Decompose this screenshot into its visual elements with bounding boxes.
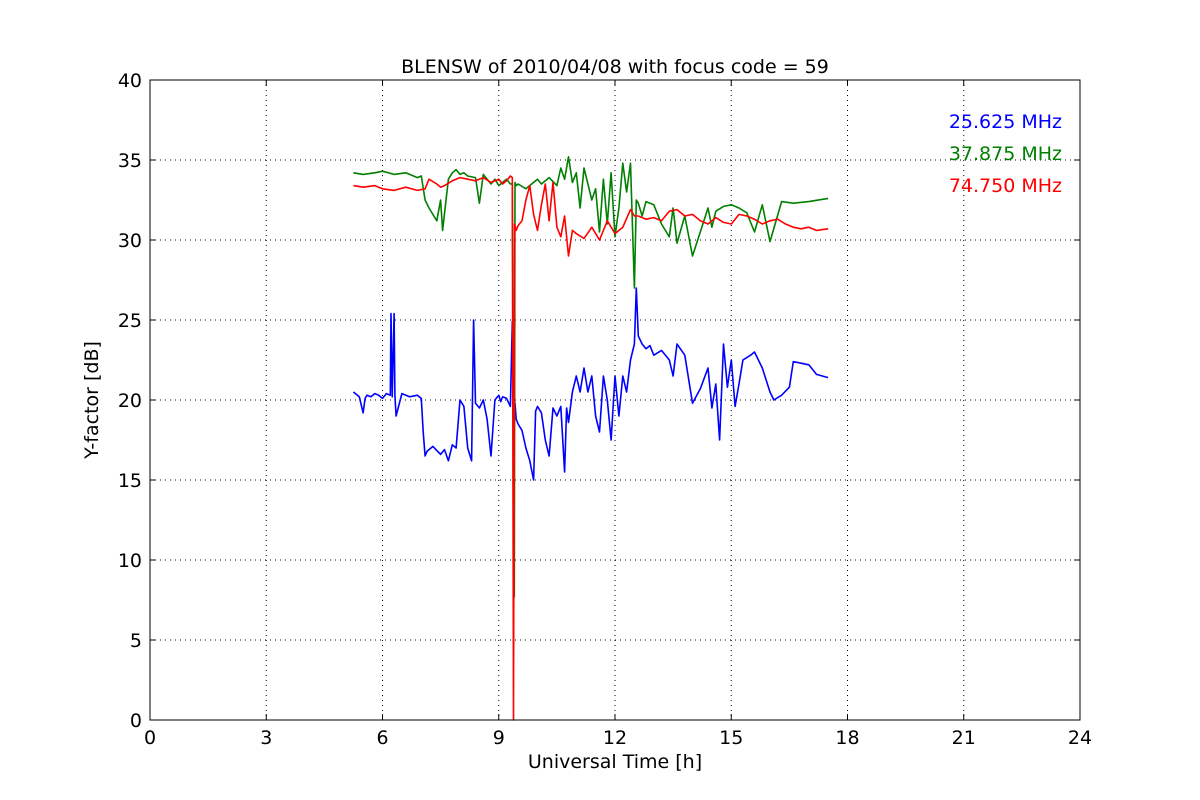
series-line-2 <box>353 156 829 598</box>
grid <box>150 80 1080 720</box>
axis-ticks: 0 3 6 9 12 15 18 21 24 0 5 10 15 20 25 30 35 40 <box>118 70 1092 749</box>
y-tick-label: 35 <box>118 150 142 172</box>
x-tick-label: 21 <box>952 727 976 749</box>
x-tick-label: 24 <box>1068 727 1092 749</box>
y-tick-label: 30 <box>118 230 142 252</box>
legend: 25.625 MHz 37.875 MHz 74.750 MHz <box>949 111 1062 197</box>
y-tick-label: 5 <box>130 630 142 652</box>
x-tick-label: 12 <box>603 727 627 749</box>
y-tick-label: 10 <box>118 550 142 572</box>
y-tick-label: 20 <box>118 390 142 412</box>
x-tick-label: 18 <box>835 727 859 749</box>
legend-label-3: 74.750 MHz <box>949 175 1062 197</box>
y-tick-label: 25 <box>118 310 142 332</box>
series-line-3 <box>353 175 829 721</box>
chart-title: BLENSW of 2010/04/08 with focus code = 5… <box>401 56 829 78</box>
x-axis-title: Universal Time [h] <box>528 751 702 773</box>
x-tick-label: 15 <box>719 727 743 749</box>
x-tick-label: 0 <box>144 727 156 749</box>
y-tick-label: 40 <box>118 70 142 92</box>
legend-label-1: 25.625 MHz <box>949 111 1062 133</box>
y-axis-title: Y-factor [dB] <box>81 341 103 460</box>
series-line-1 <box>352 287 829 481</box>
x-tick-label: 9 <box>493 727 505 749</box>
y-tick-label: 0 <box>130 710 142 732</box>
y-tick-label: 15 <box>118 470 142 492</box>
plot-series <box>352 156 829 721</box>
legend-label-2: 37.875 MHz <box>949 143 1062 165</box>
x-tick-label: 6 <box>376 727 388 749</box>
x-tick-label: 3 <box>260 727 272 749</box>
